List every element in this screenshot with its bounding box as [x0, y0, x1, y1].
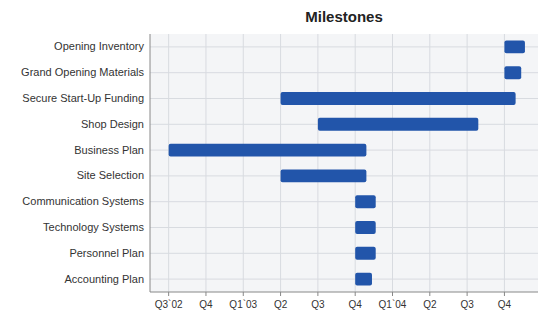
x-tick-label: Q1`04: [379, 299, 407, 310]
y-tick-label: Personnel Plan: [69, 247, 144, 259]
y-tick-label: Business Plan: [74, 144, 144, 156]
gantt-bar: [355, 247, 376, 260]
gantt-bar: [355, 221, 376, 234]
x-tick-label: Q4: [349, 299, 363, 310]
x-tick-label: Q1`03: [229, 299, 257, 310]
gantt-bar: [169, 144, 367, 157]
x-tick-label: Q3: [311, 299, 325, 310]
gantt-bar: [281, 92, 516, 105]
plot-background: [150, 34, 538, 292]
chart-svg: Q3`02 Q4 Q1`03 Q2 Q3 Q4 Q1`04 Q2 Q3 Q4 Opening Inv…: [0, 0, 550, 318]
x-tick-label: Q4: [498, 299, 512, 310]
y-tick-label: Site Selection: [77, 169, 144, 181]
x-tick: [355, 292, 356, 296]
gantt-bar: [504, 66, 521, 79]
y-grid-line: [150, 72, 538, 73]
y-grid-line: [150, 279, 538, 280]
y-tick-label: Secure Start-Up Funding: [22, 92, 144, 104]
x-tick: [205, 292, 206, 296]
x-tick-label: Q4: [199, 299, 213, 310]
x-tick: [504, 292, 505, 296]
gantt-bar: [281, 169, 367, 182]
chart-container: Q3`02 Q4 Q1`03 Q2 Q3 Q4 Q1`04 Q2 Q3 Q4 Opening Inv…: [0, 0, 550, 318]
x-tick-label: Q3`02: [155, 299, 183, 310]
y-tick-label: Opening Inventory: [54, 40, 144, 52]
y-tick-label: Shop Design: [81, 118, 144, 130]
x-tick: [392, 292, 393, 296]
x-tick-label: Q2: [423, 299, 437, 310]
bars: [169, 40, 525, 285]
grid: [150, 34, 538, 292]
x-tick-label: Q2: [274, 299, 288, 310]
gantt-bar: [355, 195, 376, 208]
y-axis-line: [150, 34, 151, 292]
x-tick: [280, 292, 281, 296]
x-tick: [467, 292, 468, 296]
y-tick-label: Accounting Plan: [65, 273, 145, 285]
x-tick: [168, 292, 169, 296]
y-grid-line: [150, 253, 538, 254]
y-tick-label: Technology Systems: [43, 221, 144, 233]
x-tick: [317, 292, 318, 296]
x-axis-line: [150, 292, 538, 293]
gantt-bar: [318, 118, 478, 131]
x-tick-label: Q3: [460, 299, 474, 310]
x-tick: [429, 292, 430, 296]
gantt-bar: [355, 273, 372, 286]
chart-title: Milestones: [305, 8, 383, 25]
y-tick-label: Communication Systems: [22, 195, 144, 207]
y-grid-line: [150, 46, 538, 47]
y-tick-label: Grand Opening Materials: [21, 66, 144, 78]
x-tick: [243, 292, 244, 296]
gantt-bar: [504, 40, 525, 53]
y-grid-line: [150, 227, 538, 228]
y-grid-line: [150, 201, 538, 202]
